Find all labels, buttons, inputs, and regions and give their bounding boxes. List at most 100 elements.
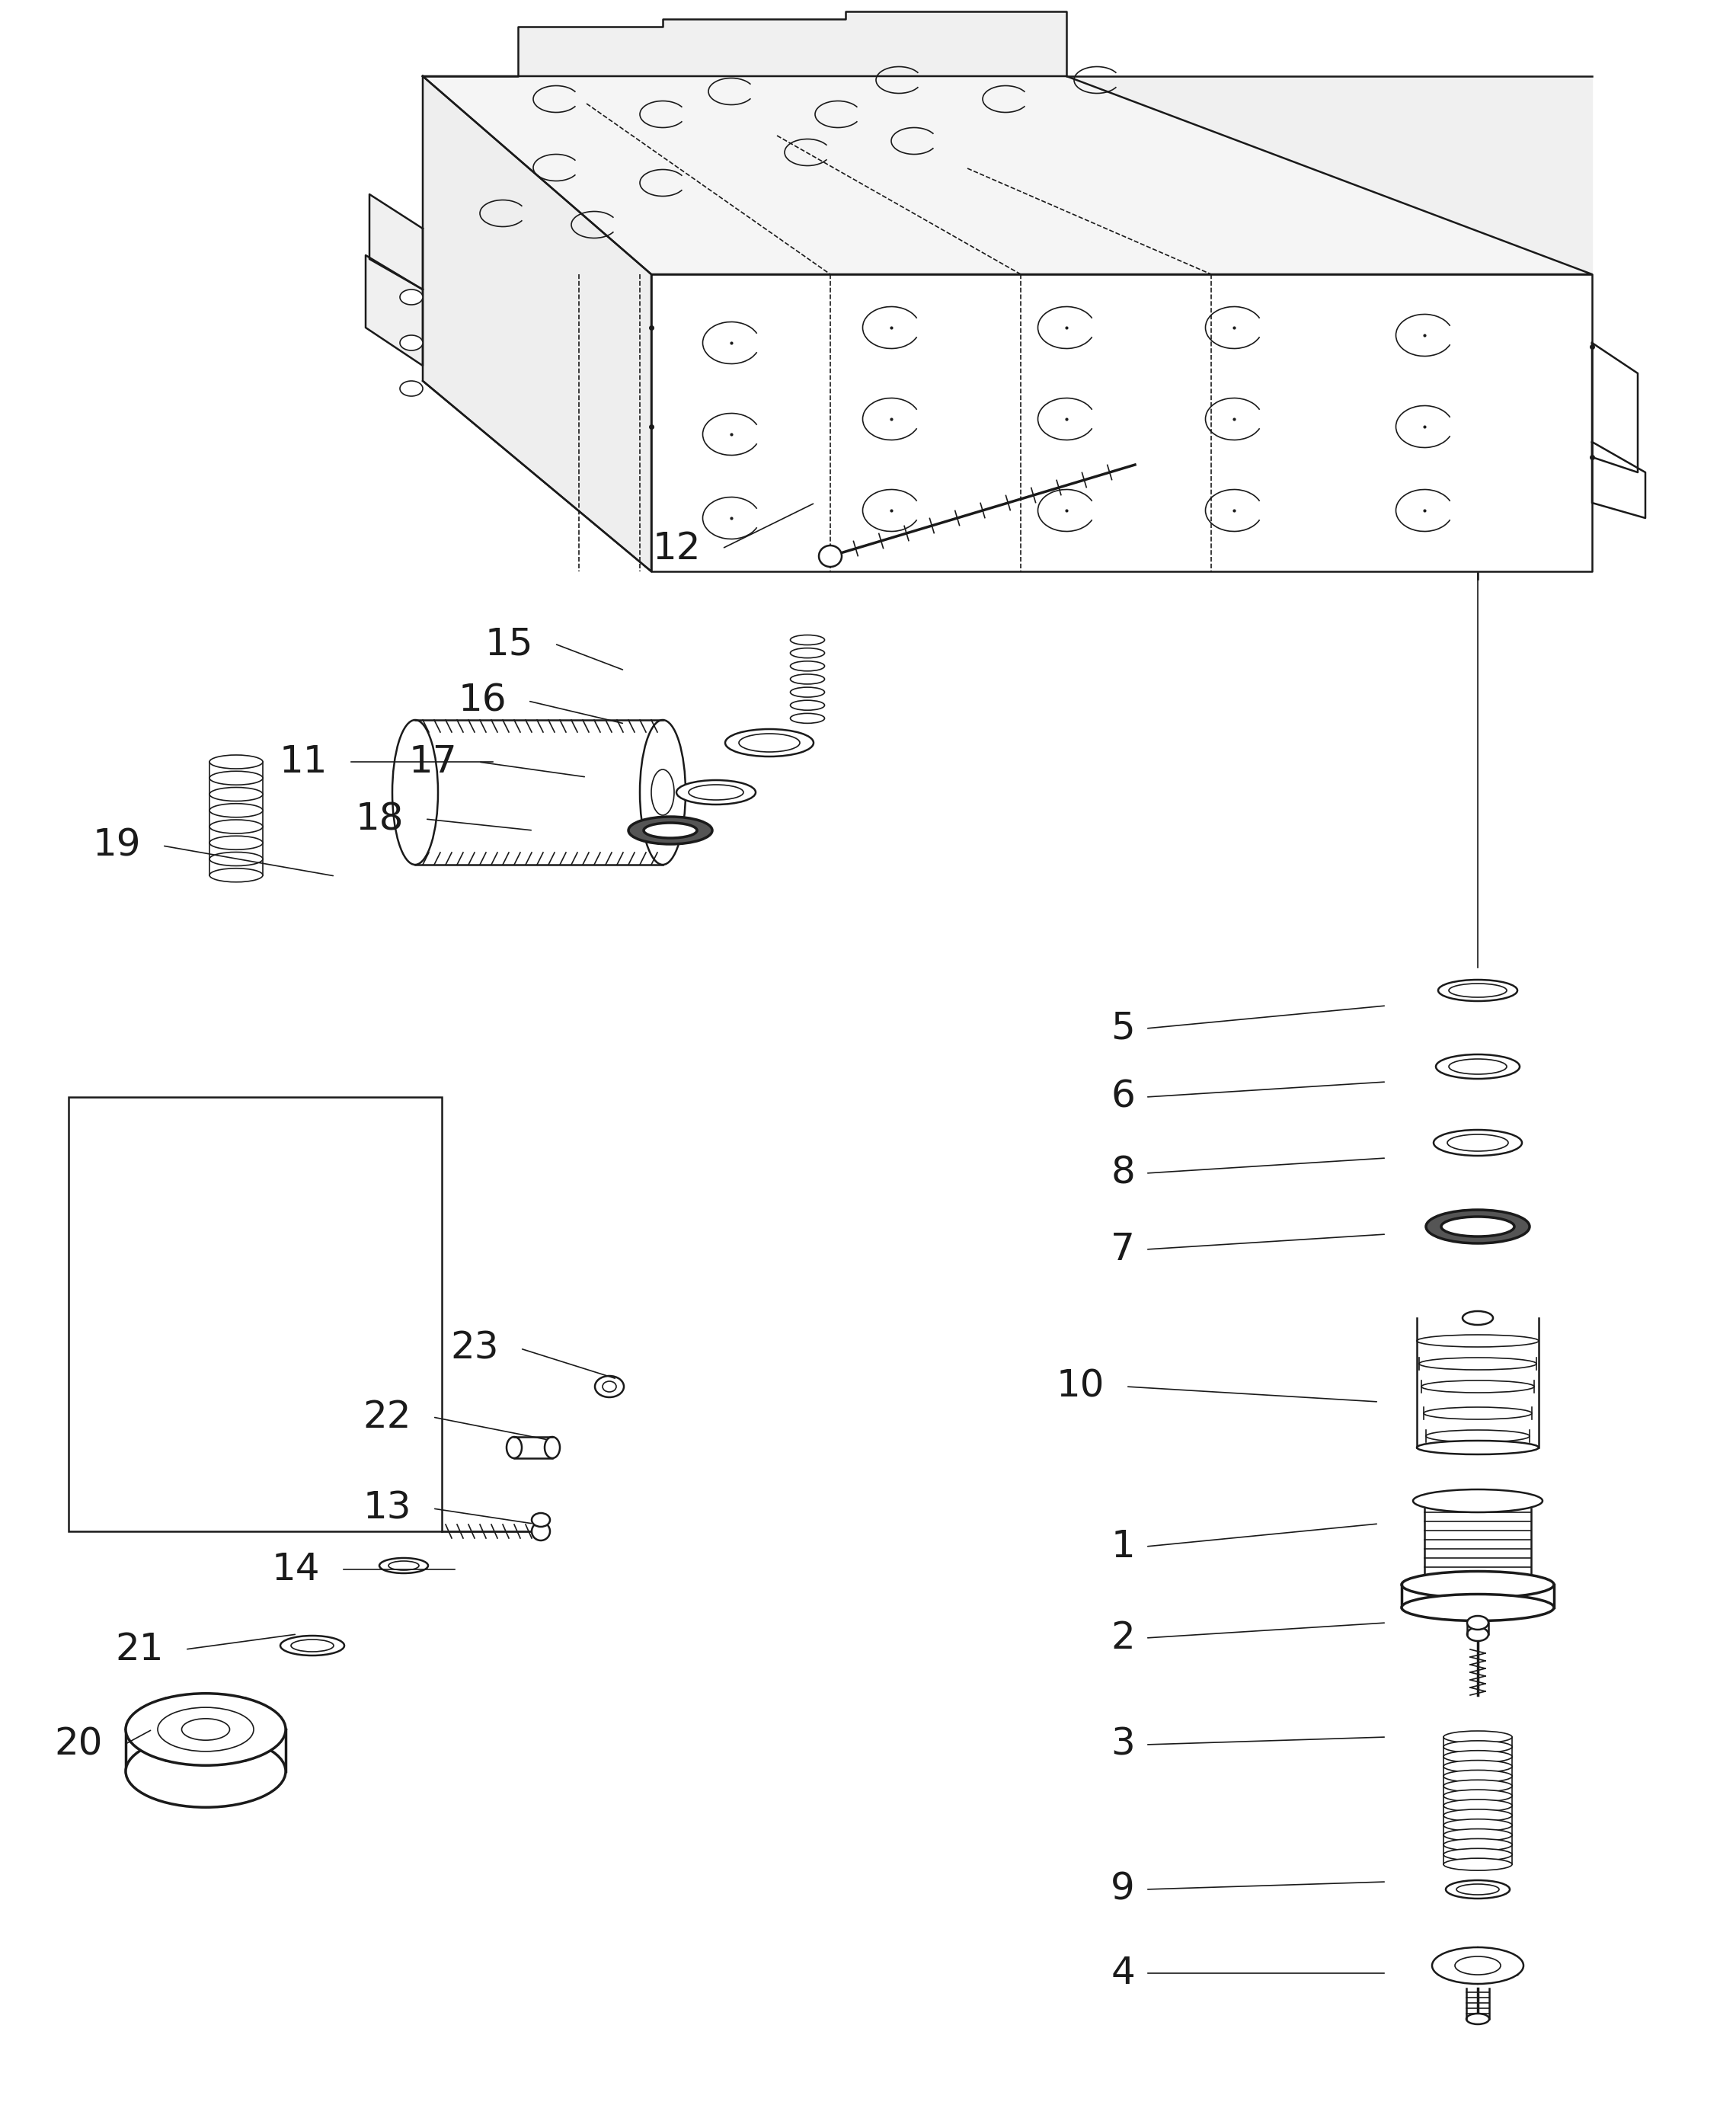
Ellipse shape — [1444, 1799, 1512, 1811]
Ellipse shape — [726, 730, 814, 757]
Text: 13: 13 — [363, 1491, 411, 1527]
Text: 7: 7 — [1111, 1230, 1135, 1268]
Ellipse shape — [790, 674, 825, 685]
Text: 10: 10 — [1055, 1368, 1104, 1404]
Ellipse shape — [1444, 1858, 1512, 1871]
Ellipse shape — [210, 853, 262, 865]
Ellipse shape — [1401, 1572, 1554, 1597]
Text: 2: 2 — [1111, 1620, 1135, 1657]
Ellipse shape — [1444, 1731, 1512, 1743]
Ellipse shape — [1422, 1381, 1535, 1393]
Polygon shape — [370, 195, 424, 288]
Ellipse shape — [210, 804, 262, 817]
Text: 22: 22 — [363, 1398, 411, 1436]
Polygon shape — [366, 255, 424, 365]
Text: 4: 4 — [1111, 1956, 1135, 1992]
Ellipse shape — [790, 700, 825, 711]
Ellipse shape — [1467, 2013, 1489, 2023]
Ellipse shape — [1446, 1879, 1510, 1898]
Ellipse shape — [595, 1377, 623, 1398]
Text: 14: 14 — [271, 1550, 319, 1589]
Ellipse shape — [1450, 1058, 1507, 1073]
Ellipse shape — [790, 662, 825, 670]
Polygon shape — [1437, 1947, 1517, 1983]
Ellipse shape — [1432, 1947, 1524, 1983]
Ellipse shape — [1455, 1956, 1500, 1975]
Ellipse shape — [790, 713, 825, 723]
Ellipse shape — [644, 823, 696, 838]
Polygon shape — [424, 76, 1592, 274]
Ellipse shape — [210, 836, 262, 851]
Polygon shape — [424, 11, 1592, 274]
Ellipse shape — [1444, 1809, 1512, 1822]
Ellipse shape — [740, 734, 800, 753]
Ellipse shape — [531, 1523, 550, 1540]
Polygon shape — [125, 1699, 286, 1760]
Text: 21: 21 — [115, 1631, 163, 1667]
Text: 12: 12 — [653, 530, 701, 566]
Text: 1: 1 — [1111, 1529, 1135, 1565]
Ellipse shape — [210, 787, 262, 802]
Ellipse shape — [1444, 1839, 1512, 1852]
Ellipse shape — [210, 867, 262, 882]
Ellipse shape — [689, 785, 743, 800]
Text: 16: 16 — [458, 683, 507, 719]
Ellipse shape — [380, 1559, 429, 1574]
Ellipse shape — [279, 1635, 344, 1657]
Ellipse shape — [399, 335, 424, 350]
Ellipse shape — [531, 1512, 550, 1527]
Text: 23: 23 — [451, 1330, 498, 1366]
Ellipse shape — [1425, 1430, 1529, 1442]
Ellipse shape — [1457, 1883, 1500, 1894]
Text: 18: 18 — [356, 802, 404, 838]
Ellipse shape — [125, 1693, 286, 1765]
Ellipse shape — [1444, 1828, 1512, 1841]
Ellipse shape — [1444, 1760, 1512, 1773]
Ellipse shape — [790, 634, 825, 645]
Ellipse shape — [1413, 1489, 1543, 1512]
Ellipse shape — [1417, 1440, 1538, 1455]
Ellipse shape — [1444, 1820, 1512, 1830]
Ellipse shape — [1425, 1576, 1531, 1595]
Ellipse shape — [210, 819, 262, 834]
Ellipse shape — [1450, 984, 1507, 997]
Ellipse shape — [1467, 1616, 1488, 1629]
Ellipse shape — [677, 781, 755, 804]
Ellipse shape — [399, 382, 424, 397]
Ellipse shape — [1444, 1780, 1512, 1792]
Ellipse shape — [628, 817, 712, 844]
Ellipse shape — [819, 545, 842, 566]
Ellipse shape — [1444, 1790, 1512, 1803]
Text: 8: 8 — [1111, 1156, 1135, 1192]
Ellipse shape — [292, 1640, 333, 1652]
Text: 3: 3 — [1111, 1726, 1135, 1763]
Ellipse shape — [1424, 1406, 1531, 1419]
Ellipse shape — [1436, 1054, 1519, 1080]
Ellipse shape — [1462, 1311, 1493, 1326]
Ellipse shape — [1425, 1209, 1529, 1243]
Ellipse shape — [1444, 1750, 1512, 1763]
Polygon shape — [1592, 344, 1637, 473]
Ellipse shape — [790, 649, 825, 658]
Polygon shape — [1592, 441, 1646, 518]
Ellipse shape — [158, 1707, 253, 1752]
Text: 19: 19 — [92, 827, 141, 863]
Text: 15: 15 — [484, 626, 533, 662]
Ellipse shape — [392, 719, 437, 865]
Ellipse shape — [210, 772, 262, 785]
Ellipse shape — [182, 1718, 229, 1739]
Ellipse shape — [1467, 1627, 1488, 1642]
Ellipse shape — [1444, 1741, 1512, 1752]
Ellipse shape — [1441, 1217, 1514, 1237]
Ellipse shape — [602, 1381, 616, 1391]
Ellipse shape — [1437, 980, 1517, 1001]
Polygon shape — [424, 76, 651, 571]
Ellipse shape — [1418, 1357, 1536, 1370]
Text: 6: 6 — [1111, 1080, 1135, 1116]
Polygon shape — [651, 274, 1592, 571]
Ellipse shape — [545, 1436, 561, 1459]
Ellipse shape — [1434, 1130, 1522, 1156]
Ellipse shape — [651, 770, 674, 814]
Ellipse shape — [790, 687, 825, 698]
Ellipse shape — [210, 755, 262, 768]
